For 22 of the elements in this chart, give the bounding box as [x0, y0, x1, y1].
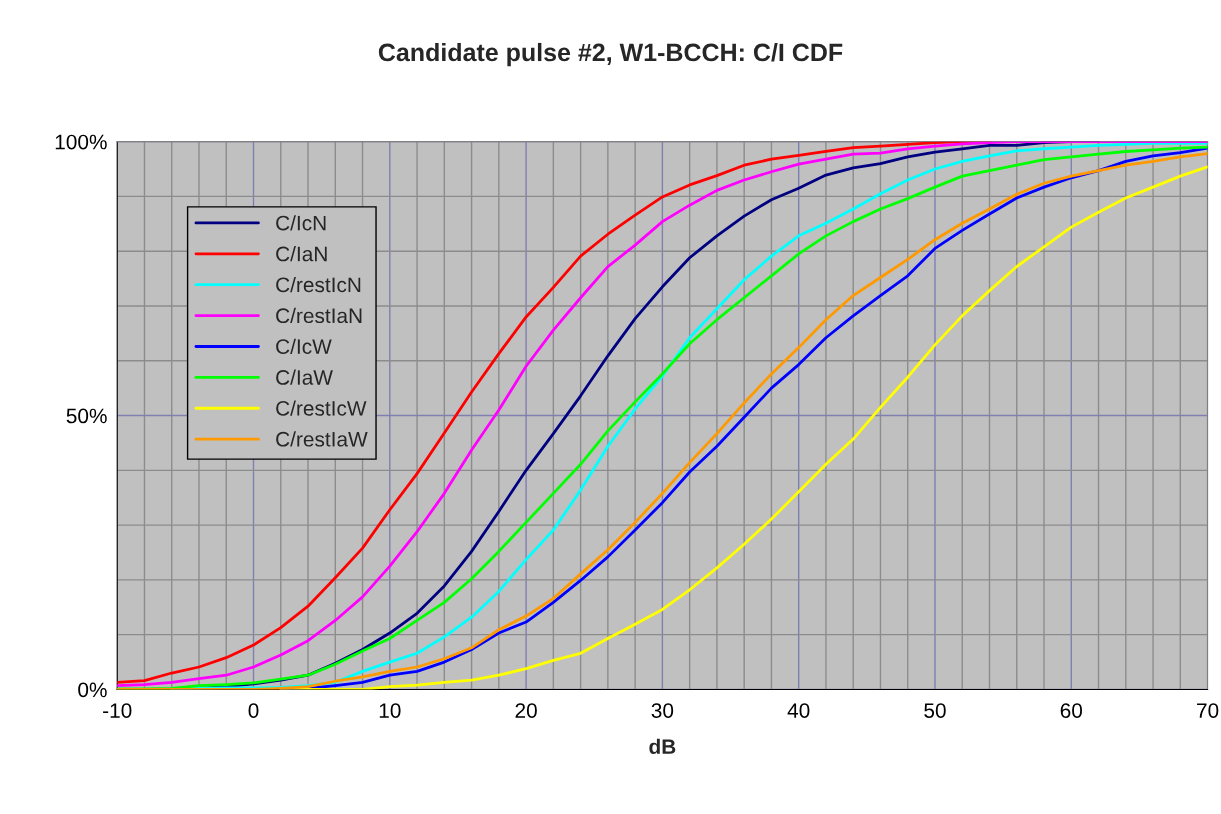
legend-label: C/IcW — [276, 338, 332, 354]
chart-title: Candidate pulse #2, W1-BCCH: C/I CDF — [378, 42, 843, 67]
y-tick-label: 50% — [66, 408, 107, 424]
x-tick-label: 60 — [1060, 703, 1083, 718]
x-tick-label: 10 — [379, 703, 401, 718]
x-tick-label: 20 — [515, 703, 537, 718]
legend-label: C/IaW — [276, 369, 333, 385]
legend-label: C/IcN — [276, 215, 326, 231]
x-tick-label: 0 — [248, 703, 259, 718]
x-tick-label: 40 — [787, 703, 810, 718]
y-tick-label: 0% — [78, 682, 107, 698]
x-tick-label: 50 — [924, 703, 946, 718]
legend-label: C/IaN — [276, 246, 327, 262]
x-tick-label: -10 — [103, 703, 132, 718]
x-tick-label: 70 — [1197, 703, 1219, 718]
legend-label: C/restIcN — [276, 276, 361, 293]
x-tick-label: 30 — [651, 703, 674, 718]
legend-label: C/restIaW — [276, 431, 368, 447]
x-axis-title: dB — [649, 738, 676, 755]
legend-label: C/restIaN — [276, 307, 362, 324]
y-tick-label: 100% — [55, 134, 107, 150]
legend-label: C/restIcW — [276, 400, 367, 416]
